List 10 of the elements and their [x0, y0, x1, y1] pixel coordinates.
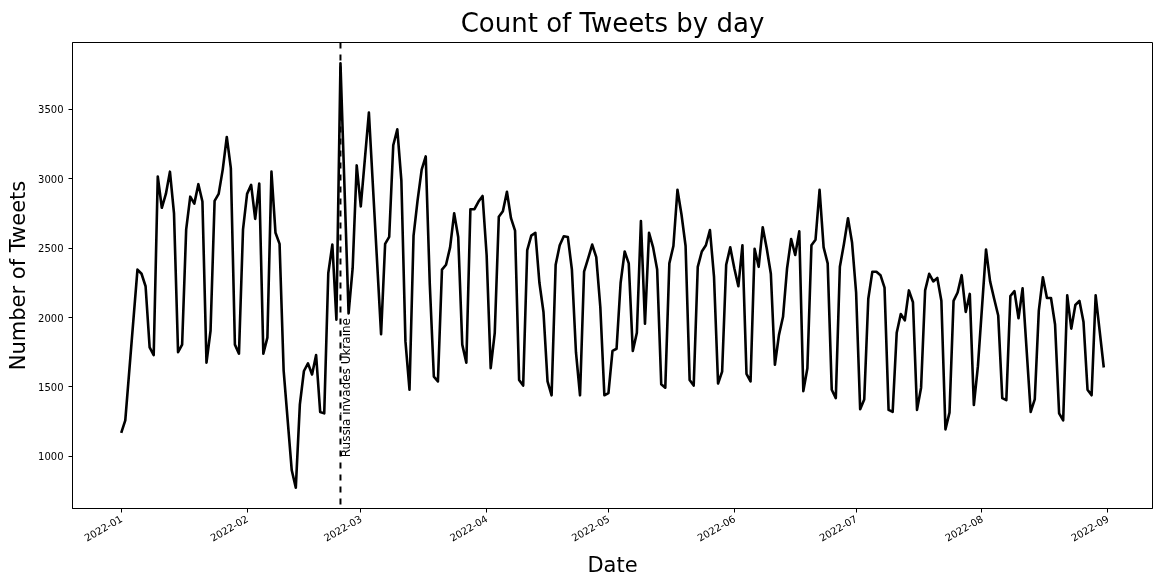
y-tick-label: 3000	[38, 173, 64, 185]
ref-line-label: Russia invades Ukraine	[339, 318, 354, 458]
y-tick-label: 3500	[38, 104, 64, 116]
y-tick-label: 1000	[38, 451, 64, 463]
y-tick-label: 1500	[38, 381, 64, 393]
y-tick-label: 2000	[38, 312, 64, 324]
chart-title: Count of Tweets by day	[460, 7, 765, 38]
x-axis-title: Date	[587, 553, 638, 578]
y-tick-label: 2500	[38, 243, 64, 255]
y-axis-title: Number of Tweets	[6, 180, 31, 371]
